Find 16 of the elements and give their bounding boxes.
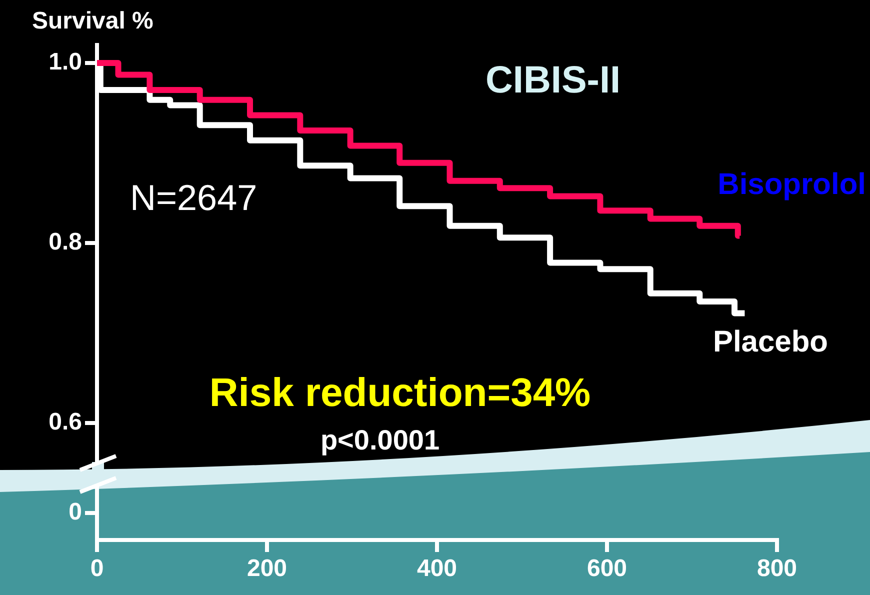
series-label: Bisoprolol	[718, 168, 866, 202]
y-tick-label: 0	[68, 498, 82, 526]
x-tick-label: 200	[246, 555, 288, 582]
x-tick-label: 400	[416, 555, 458, 582]
x-tick-label: 600	[586, 555, 628, 582]
x-tick-label: 800	[756, 555, 798, 582]
y-axis-title: Survival %	[32, 8, 154, 35]
annotation: N=2647	[130, 176, 258, 218]
y-tick-label: 0.8	[48, 228, 82, 256]
series-label: Placebo	[712, 325, 828, 358]
x-tick-label: 0	[90, 555, 104, 582]
annotation: p<0.0001	[320, 424, 440, 456]
chart-title: CIBIS-II	[485, 59, 621, 102]
annotation: Risk reduction=34%	[209, 371, 591, 416]
y-tick-label: 0.6	[48, 408, 82, 436]
y-tick-label: 1.0	[48, 48, 82, 76]
